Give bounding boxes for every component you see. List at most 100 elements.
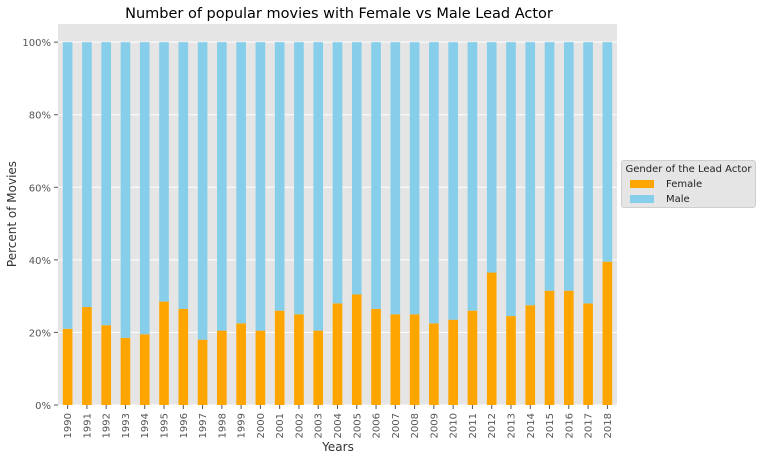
bar-male-2006 — [371, 42, 381, 309]
y-tick-label: 40% — [29, 256, 51, 267]
x-tick-label-2018: 2018 — [603, 413, 614, 438]
bar-male-2008 — [409, 42, 420, 315]
x-tick-label-2017: 2017 — [584, 413, 595, 438]
bar-male-2011 — [467, 42, 478, 311]
y-axis-label: Percent of Movies — [5, 161, 19, 267]
bar-female-2000 — [255, 330, 266, 405]
bar-female-1991 — [82, 307, 92, 405]
bar-female-2009 — [429, 323, 439, 405]
bar-male-2009 — [429, 42, 439, 324]
bar-male-2001 — [274, 42, 285, 311]
x-axis-ticks: 1990 1991 1992 1993 1994 1995 1996 1997 1998 1999… — [63, 405, 614, 438]
x-tick-label-2009: 2009 — [429, 413, 440, 438]
x-tick-label-2001: 2001 — [275, 413, 286, 438]
bar-female-2015 — [544, 290, 555, 405]
bar-male-2014 — [525, 42, 536, 306]
bar-female-2006 — [371, 308, 381, 405]
bar-female-1992 — [101, 325, 112, 405]
bar-female-1990 — [62, 328, 73, 405]
bar-female-2018 — [602, 261, 613, 405]
bar-male-1995 — [159, 42, 169, 302]
bar-female-2014 — [525, 305, 536, 405]
y-tick-label: 100% — [22, 38, 51, 49]
legend-item-male: Male — [630, 193, 690, 205]
x-tick-label-2006: 2006 — [372, 413, 383, 438]
y-tick-label: 20% — [29, 328, 51, 339]
bar-female-1999 — [236, 323, 246, 405]
bar-female-2016 — [563, 290, 574, 405]
x-tick-label-2002: 2002 — [294, 413, 305, 438]
bar-female-1994 — [139, 334, 150, 405]
bar-male-1993 — [120, 42, 131, 338]
bar-male-2000 — [255, 42, 266, 331]
bar-female-2008 — [409, 314, 420, 405]
bar-male-2016 — [563, 42, 574, 291]
y-tick-label: 0% — [35, 401, 51, 412]
bar-female-2012 — [486, 272, 497, 405]
x-tick-label-1992: 1992 — [102, 413, 113, 438]
x-tick-label-1991: 1991 — [82, 413, 93, 438]
x-tick-label-2000: 2000 — [256, 413, 267, 438]
bar-male-1991 — [82, 42, 92, 308]
chart-title: Number of popular movies with Female vs … — [125, 6, 553, 22]
x-tick-label-1993: 1993 — [121, 413, 132, 438]
bar-female-2001 — [274, 310, 285, 405]
bar-female-2003 — [313, 330, 324, 405]
x-tick-label-1996: 1996 — [179, 413, 190, 438]
bar-male-1996 — [178, 42, 189, 309]
bar-female-1998 — [217, 330, 227, 405]
x-axis-label: Years — [321, 440, 354, 454]
bar-female-2017 — [583, 303, 593, 405]
bar-male-1990 — [62, 42, 73, 329]
bar-female-1993 — [120, 337, 131, 405]
legend-title: Gender of the Lead Actor — [625, 164, 752, 175]
x-tick-label-2005: 2005 — [352, 413, 363, 438]
bar-male-2018 — [602, 42, 613, 262]
x-tick-label-1995: 1995 — [160, 413, 171, 438]
legend-swatch-male — [630, 195, 654, 203]
bar-male-2010 — [448, 42, 458, 320]
bar-male-1999 — [236, 42, 246, 324]
bar-male-2005 — [351, 42, 362, 295]
bar-male-1998 — [217, 42, 227, 331]
bar-male-1997 — [197, 42, 208, 340]
x-tick-label-2013: 2013 — [506, 413, 517, 438]
y-tick-label: 60% — [29, 183, 51, 194]
bar-male-2017 — [583, 42, 593, 304]
bar-female-2011 — [467, 310, 478, 405]
bar-male-2004 — [332, 42, 343, 304]
legend-label-male: Male — [666, 193, 690, 205]
x-tick-label-2008: 2008 — [410, 413, 421, 438]
bar-female-2013 — [506, 316, 516, 405]
x-tick-label-1997: 1997 — [198, 413, 209, 438]
bar-female-2002 — [294, 314, 304, 405]
bar-female-1996 — [178, 308, 189, 405]
x-tick-label-2015: 2015 — [545, 413, 556, 438]
bar-female-2004 — [332, 303, 343, 405]
x-tick-label-2016: 2016 — [564, 413, 575, 438]
x-tick-label-1994: 1994 — [140, 413, 151, 438]
bars — [62, 42, 613, 405]
bar-male-2003 — [313, 42, 324, 331]
x-tick-label-2003: 2003 — [314, 413, 325, 438]
y-tick-label: 80% — [29, 111, 51, 122]
x-tick-label-1990: 1990 — [63, 413, 74, 438]
x-tick-label-2012: 2012 — [487, 413, 498, 438]
bar-male-2013 — [506, 42, 516, 317]
legend-swatch-female — [630, 180, 654, 188]
x-tick-label-2011: 2011 — [468, 413, 479, 438]
bar-male-1994 — [139, 42, 150, 335]
bar-male-2015 — [544, 42, 555, 291]
legend: Gender of the Lead Actor Female Male — [621, 160, 756, 208]
legend-label-female: Female — [666, 178, 703, 190]
bar-female-2005 — [351, 294, 362, 405]
bar-female-2007 — [390, 314, 401, 405]
x-tick-label-2014: 2014 — [526, 413, 537, 438]
bar-male-2007 — [390, 42, 401, 315]
x-tick-label-2004: 2004 — [333, 413, 344, 438]
legend-item-female: Female — [630, 178, 702, 190]
bar-male-2012 — [486, 42, 497, 273]
bar-male-1992 — [101, 42, 112, 326]
bar-female-2010 — [448, 319, 458, 405]
